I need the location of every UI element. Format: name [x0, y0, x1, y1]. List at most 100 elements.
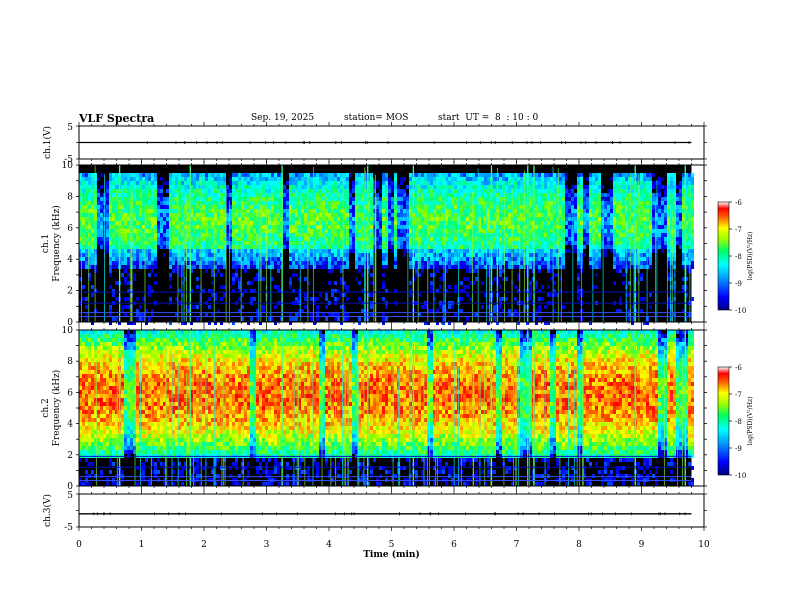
spectrogram-cell: [85, 265, 88, 269]
spectrogram-cell: [553, 193, 556, 197]
spectrogram-cell: [277, 225, 280, 229]
spectrogram-cell: [106, 245, 109, 249]
spectrogram-cell: [517, 205, 520, 209]
spectrogram-cell: [361, 221, 364, 225]
spectrogram-cell: [334, 265, 337, 269]
spectrogram-cell: [511, 233, 514, 237]
spectrogram-cell: [442, 193, 445, 197]
spectrogram-cell: [301, 221, 304, 225]
spectrogram-cell: [580, 173, 583, 177]
spectrogram-cell: [175, 297, 178, 301]
spectrogram-cell: [139, 233, 142, 237]
spectrogram-cell: [127, 213, 130, 217]
spectrogram-cell: [289, 285, 292, 289]
spectrogram-cell: [136, 297, 139, 301]
spectrogram-cell: [541, 189, 544, 193]
spectrogram-cell: [337, 201, 340, 205]
spectrogram-cell: [352, 233, 355, 237]
spectrogram-cell: [487, 205, 490, 209]
spectrogram-cell: [337, 197, 340, 201]
spectrogram-cell: [187, 249, 190, 253]
spectrogram-cell: [199, 221, 202, 225]
spectrogram-cell: [322, 245, 325, 249]
spectrogram-cell: [484, 213, 487, 217]
spectrogram-cell: [355, 217, 358, 221]
spectrogram-cell: [418, 189, 421, 193]
spectrogram-cell: [643, 213, 646, 217]
spectrogram-cell: [454, 249, 457, 253]
spectrogram-cell: [568, 233, 571, 237]
spectrogram-cell: [169, 225, 172, 229]
spectrogram-cell: [538, 297, 541, 301]
spectrogram-cell: [529, 285, 532, 289]
spectrogram-cell: [190, 213, 193, 217]
spectrogram-cell: [211, 221, 214, 225]
spectrogram-cell: [91, 229, 94, 233]
spectrogram-cell: [556, 177, 559, 181]
spectrogram-cell: [631, 253, 634, 257]
spectrogram-cell: [181, 225, 184, 229]
spectrogram-cell: [469, 249, 472, 253]
spectrogram-cell: [601, 245, 604, 249]
spectrogram-cell: [451, 217, 454, 221]
spectrogram-cell: [403, 201, 406, 205]
spectrogram-cell: [619, 177, 622, 181]
spectrogram-cell: [610, 233, 613, 237]
spectrogram-cell: [199, 225, 202, 229]
spectrogram-cell: [148, 229, 151, 233]
spectrogram-cell: [184, 237, 187, 241]
spectrogram-cell: [550, 205, 553, 209]
spectrogram-cell: [430, 197, 433, 201]
spectrogram-cell: [394, 261, 397, 265]
spectrogram-cell: [277, 289, 280, 293]
spectrogram-cell: [454, 197, 457, 201]
spectrogram-cell: [268, 245, 271, 249]
spectrogram-cell: [559, 221, 562, 225]
spectrogram-cell: [409, 265, 412, 269]
spectrogram-cell: [91, 193, 94, 197]
spectrogram-cell: [484, 221, 487, 225]
spectrogram-cell: [586, 193, 589, 197]
spectrogram-cell: [628, 309, 631, 313]
spectrogram-cell: [562, 241, 565, 245]
spectrogram-cell: [145, 197, 148, 201]
spectrogram-cell: [343, 237, 346, 241]
spectrogram-cell: [331, 197, 334, 201]
spectrogram-cell: [148, 197, 151, 201]
spectrogram-cell: [544, 305, 547, 309]
spectrogram-cell: [298, 193, 301, 197]
spectrogram-cell: [316, 237, 319, 241]
spectrogram-cell: [91, 245, 94, 249]
spectrogram-cell: [487, 193, 490, 197]
spectrogram-cell: [223, 173, 226, 177]
spectrogram-cell: [145, 233, 148, 237]
spectrogram-cell: [430, 205, 433, 209]
spectrogram-cell: [184, 305, 187, 309]
spectrogram-cell: [520, 177, 523, 181]
spectrogram-cell: [199, 209, 202, 213]
spectrogram-cell: [535, 213, 538, 217]
spectrogram-cell: [274, 193, 277, 197]
spectrogram-cell: [319, 233, 322, 237]
spectrogram-cell: [454, 233, 457, 237]
spectrogram-cell: [409, 205, 412, 209]
spectrogram-cell: [208, 233, 211, 237]
spectrogram-cell: [640, 249, 643, 253]
spectrogram-cell: [463, 229, 466, 233]
spectrogram-cell: [505, 249, 508, 253]
spectrogram-cell: [409, 213, 412, 217]
spectrogram-cell: [301, 205, 304, 209]
spectrogram-cell: [331, 177, 334, 181]
spectrogram-cell: [511, 173, 514, 177]
spectrogram-cell: [592, 265, 595, 269]
spectrogram-cell: [106, 181, 109, 185]
spectrogram-cell: [538, 221, 541, 225]
spectrogram-cell: [535, 189, 538, 193]
spectrogram-cell: [112, 245, 115, 249]
spectrogram-cell: [325, 217, 328, 221]
spectrogram-cell: [550, 269, 553, 273]
spectrogram-cell: [307, 217, 310, 221]
spectrogram-cell: [370, 245, 373, 249]
spectrogram-cell: [643, 297, 646, 301]
spectrogram-cell: [616, 241, 619, 245]
